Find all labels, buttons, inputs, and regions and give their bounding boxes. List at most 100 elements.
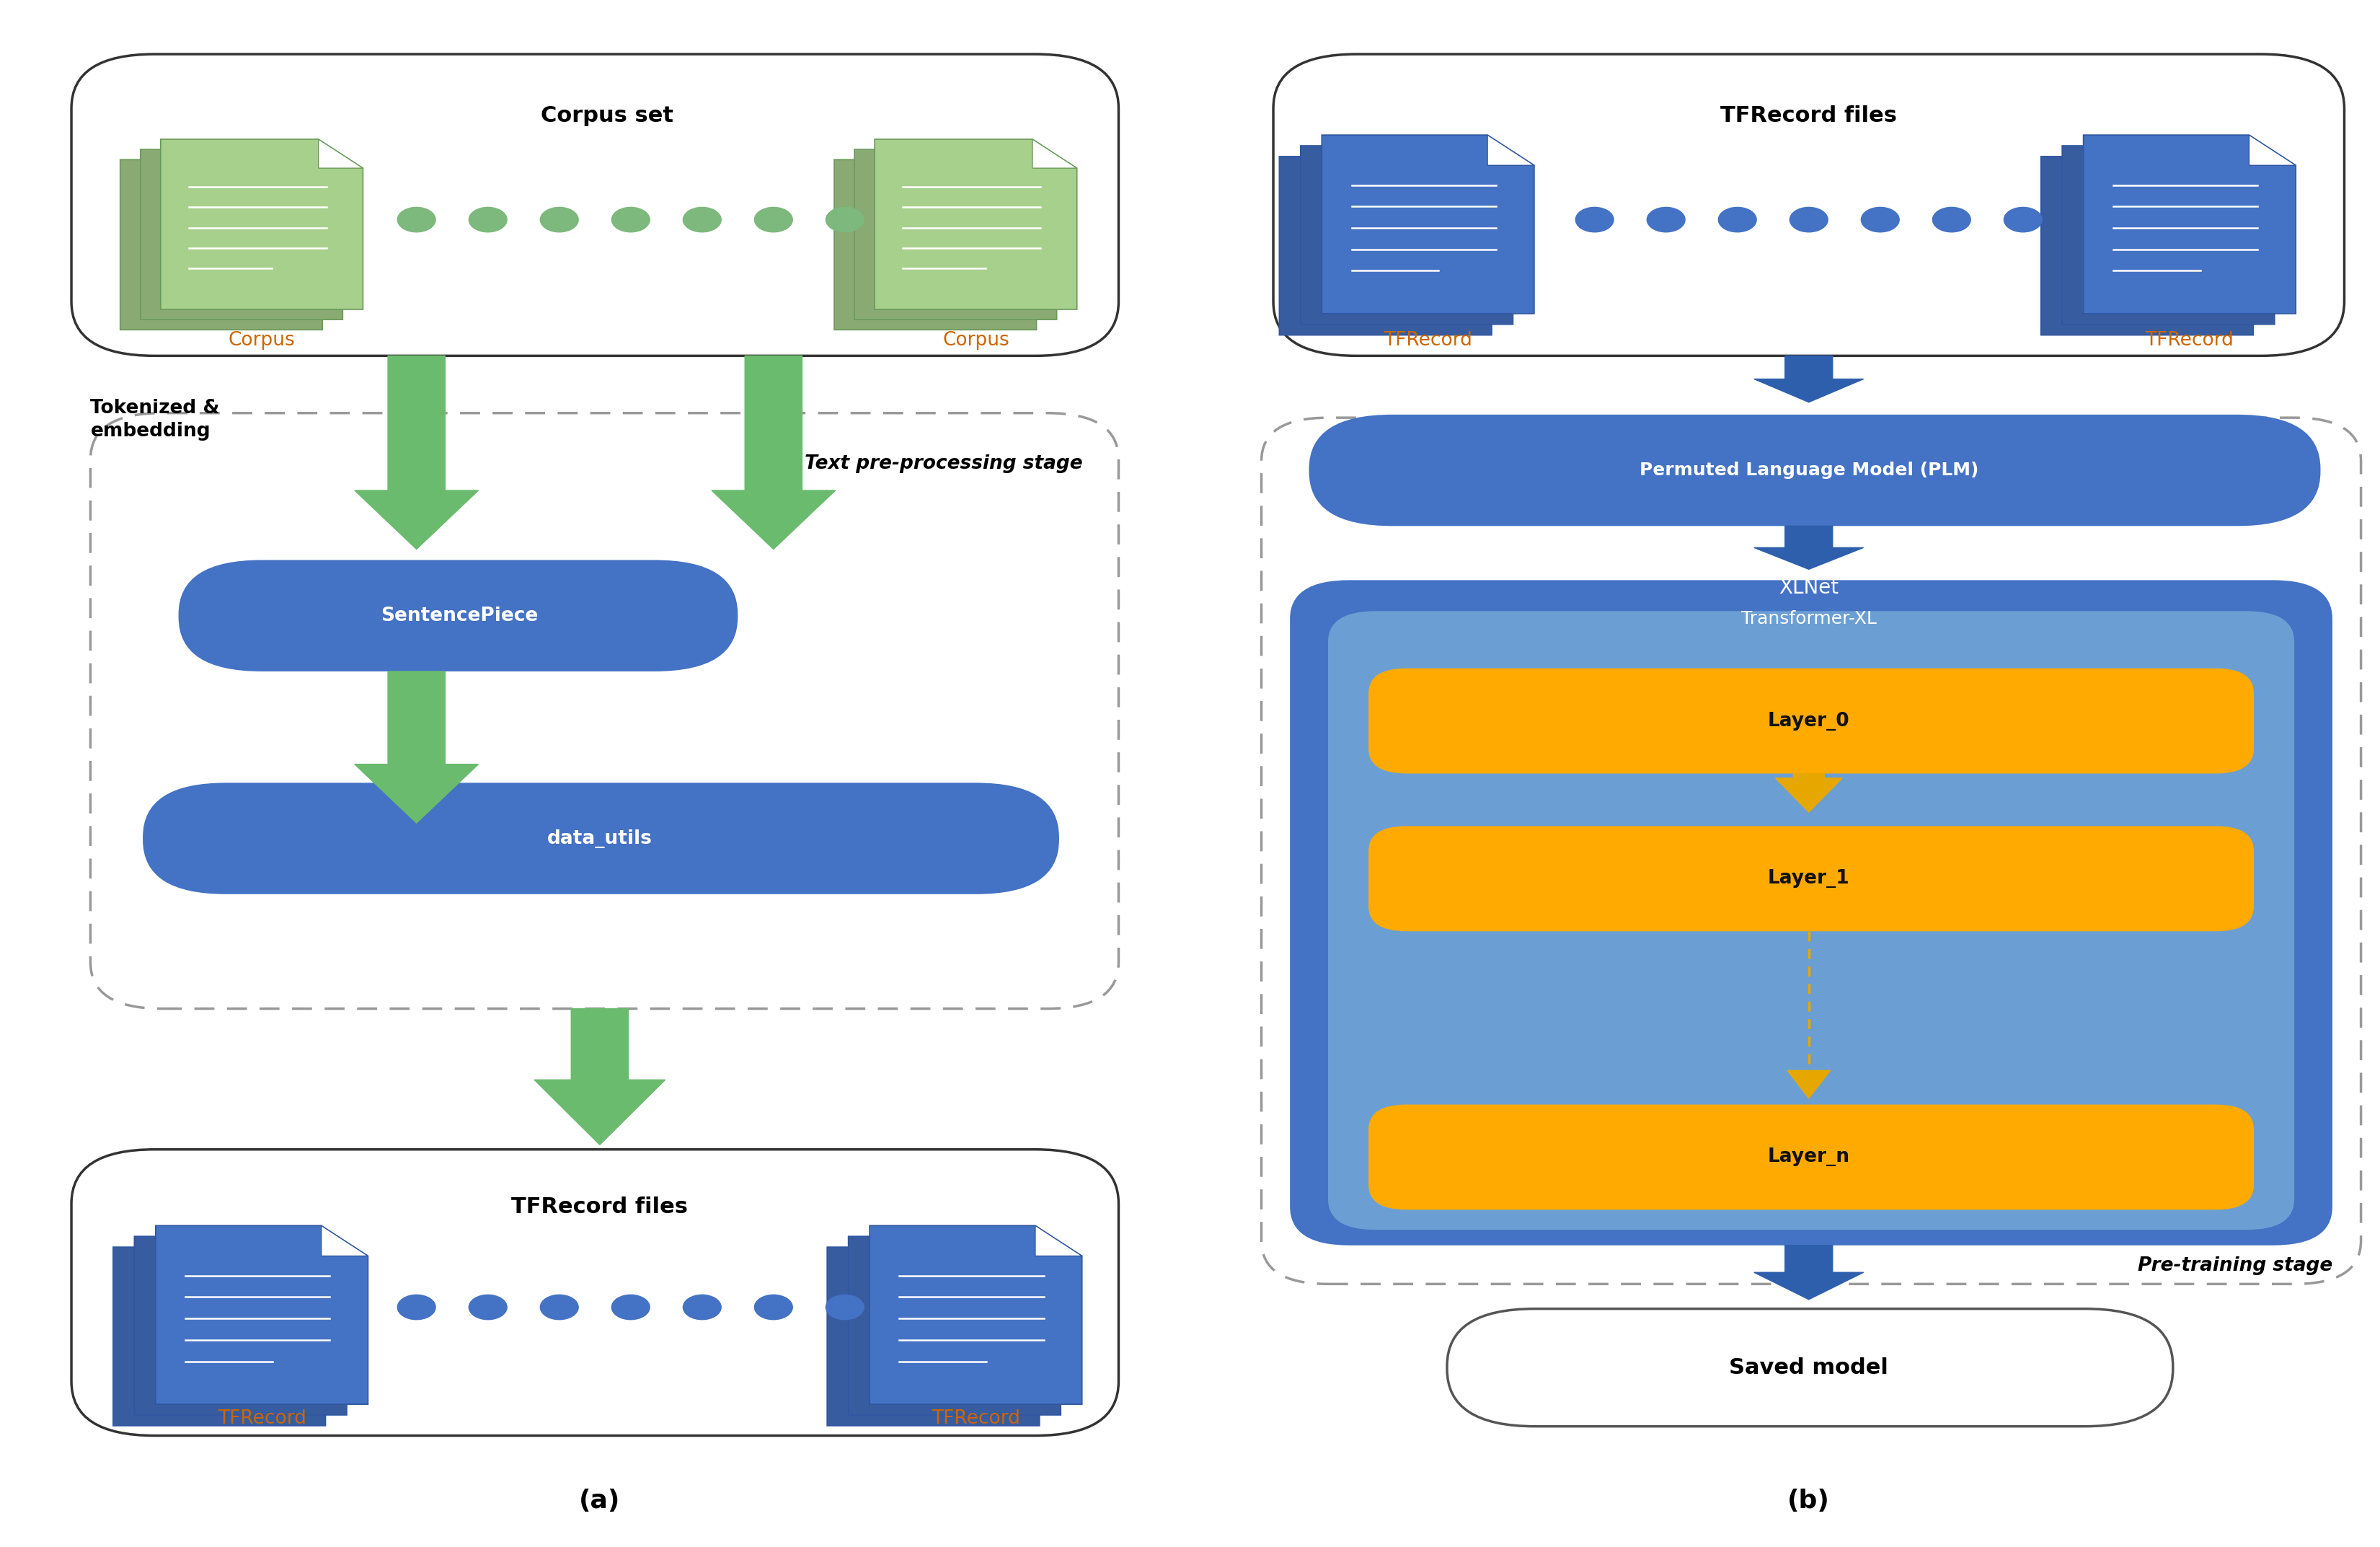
Polygon shape (2228, 145, 2275, 176)
FancyBboxPatch shape (178, 560, 738, 671)
FancyBboxPatch shape (1261, 418, 2361, 1284)
Polygon shape (1035, 1225, 1083, 1256)
Polygon shape (1466, 145, 1514, 176)
Circle shape (1861, 207, 1899, 232)
Text: Layer_n: Layer_n (1768, 1148, 1849, 1166)
Circle shape (1718, 207, 1756, 232)
Text: Tokenized &
embedding: Tokenized & embedding (90, 399, 219, 441)
Circle shape (397, 1295, 436, 1320)
Circle shape (540, 1295, 578, 1320)
Circle shape (754, 1295, 793, 1320)
Text: TFRecord: TFRecord (1383, 331, 1473, 350)
Circle shape (1647, 207, 1685, 232)
Text: (a): (a) (578, 1488, 621, 1513)
Text: TFRecord files: TFRecord files (1721, 105, 1897, 127)
Polygon shape (321, 1225, 369, 1256)
Polygon shape (319, 139, 364, 169)
Circle shape (754, 207, 793, 232)
Polygon shape (1775, 774, 1842, 812)
Circle shape (469, 1295, 507, 1320)
FancyBboxPatch shape (71, 54, 1119, 356)
Polygon shape (876, 139, 1076, 309)
Polygon shape (1754, 1245, 1864, 1299)
Text: Corpus: Corpus (228, 331, 295, 350)
Polygon shape (140, 150, 343, 320)
Polygon shape (1787, 1071, 1830, 1098)
Polygon shape (155, 1225, 369, 1405)
Text: TFRecord: TFRecord (931, 1409, 1021, 1428)
FancyBboxPatch shape (1273, 54, 2344, 356)
Polygon shape (1445, 156, 1492, 187)
Polygon shape (278, 1247, 326, 1278)
Circle shape (683, 1295, 721, 1320)
Text: Layer_0: Layer_0 (1768, 712, 1849, 730)
FancyBboxPatch shape (1368, 668, 2254, 774)
FancyBboxPatch shape (1447, 1309, 2173, 1426)
Text: data_utils: data_utils (547, 829, 652, 848)
Text: SentencePiece: SentencePiece (381, 606, 538, 625)
Text: Saved model: Saved model (1730, 1357, 1887, 1378)
Polygon shape (2042, 156, 2254, 336)
Circle shape (469, 207, 507, 232)
Polygon shape (1321, 135, 1535, 314)
Text: XLNet: XLNet (1778, 577, 1840, 599)
Polygon shape (133, 1236, 347, 1416)
Circle shape (2004, 207, 2042, 232)
Polygon shape (1033, 139, 1076, 169)
Circle shape (826, 207, 864, 232)
FancyBboxPatch shape (1309, 415, 2320, 526)
Circle shape (397, 207, 436, 232)
Polygon shape (119, 159, 324, 330)
Text: Permuted Language Model (PLM): Permuted Language Model (PLM) (1640, 461, 1978, 480)
FancyBboxPatch shape (1368, 1105, 2254, 1210)
Text: TFRecord: TFRecord (217, 1409, 307, 1428)
Circle shape (826, 1295, 864, 1320)
Text: Pre-training stage: Pre-training stage (2137, 1256, 2332, 1275)
Circle shape (1790, 207, 1828, 232)
Circle shape (540, 207, 578, 232)
Text: (b): (b) (1787, 1488, 1830, 1513)
Polygon shape (992, 159, 1038, 189)
Polygon shape (1014, 1236, 1061, 1267)
Text: Corpus set: Corpus set (540, 105, 674, 127)
FancyBboxPatch shape (1290, 580, 2332, 1245)
Text: TFRecord: TFRecord (2144, 331, 2235, 350)
Text: Layer_1: Layer_1 (1768, 869, 1849, 888)
Circle shape (612, 1295, 650, 1320)
Polygon shape (2061, 145, 2275, 325)
Circle shape (1933, 207, 1971, 232)
Polygon shape (355, 356, 478, 549)
Polygon shape (854, 150, 1057, 320)
Polygon shape (1754, 356, 1864, 402)
FancyBboxPatch shape (1368, 826, 2254, 931)
Text: Text pre-processing stage: Text pre-processing stage (804, 455, 1083, 473)
Polygon shape (355, 671, 478, 823)
Polygon shape (712, 356, 835, 549)
Polygon shape (869, 1225, 1083, 1405)
Polygon shape (1280, 156, 1492, 336)
Polygon shape (162, 139, 364, 309)
Polygon shape (278, 159, 324, 189)
Polygon shape (533, 1009, 666, 1145)
Text: Corpus: Corpus (942, 331, 1009, 350)
Circle shape (1576, 207, 1614, 232)
Polygon shape (992, 1247, 1040, 1278)
Polygon shape (2249, 135, 2297, 166)
Polygon shape (833, 159, 1038, 330)
Polygon shape (847, 1236, 1061, 1416)
Polygon shape (114, 1247, 326, 1426)
Polygon shape (1488, 135, 1535, 166)
Circle shape (683, 207, 721, 232)
FancyBboxPatch shape (71, 1149, 1119, 1436)
Polygon shape (298, 150, 343, 178)
Polygon shape (1299, 145, 1514, 325)
Text: Transformer-XL: Transformer-XL (1742, 610, 1875, 628)
Polygon shape (2082, 135, 2297, 314)
FancyBboxPatch shape (1328, 611, 2294, 1230)
Text: TFRecord files: TFRecord files (512, 1196, 688, 1217)
Polygon shape (1011, 150, 1057, 178)
Polygon shape (300, 1236, 347, 1267)
Polygon shape (1754, 526, 1864, 569)
Polygon shape (828, 1247, 1040, 1426)
FancyBboxPatch shape (90, 413, 1119, 1009)
